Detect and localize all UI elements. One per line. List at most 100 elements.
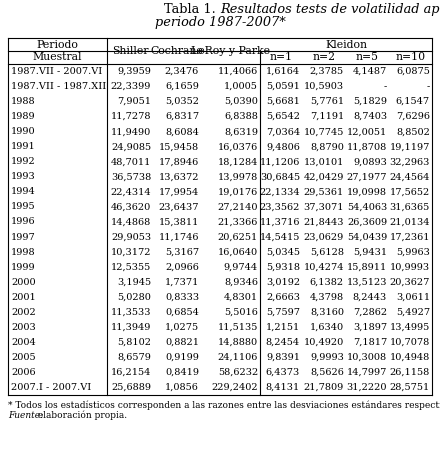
Text: 1989: 1989 [11, 112, 36, 121]
Text: 17,2361: 17,2361 [389, 232, 430, 241]
Text: 25,6889: 25,6889 [111, 383, 151, 392]
Text: 17,8946: 17,8946 [159, 157, 199, 166]
Text: 24,1106: 24,1106 [218, 353, 258, 362]
Text: 8,6579: 8,6579 [117, 353, 151, 362]
Text: 23,6437: 23,6437 [158, 202, 199, 212]
Text: 8,6319: 8,6319 [224, 127, 258, 136]
Text: 8,8790: 8,8790 [310, 142, 344, 151]
Text: 28,5751: 28,5751 [390, 383, 430, 392]
Text: 1,6164: 1,6164 [266, 67, 300, 76]
Text: 8,2454: 8,2454 [266, 338, 300, 347]
Text: 1987.VII - 1987.XII: 1987.VII - 1987.XII [11, 82, 106, 91]
Text: 8,5626: 8,5626 [310, 368, 344, 377]
Text: 2007.I - 2007.VI: 2007.I - 2007.VI [11, 383, 91, 392]
Text: 2000: 2000 [11, 278, 36, 287]
Text: 5,6542: 5,6542 [266, 112, 300, 121]
Text: 1991: 1991 [11, 142, 36, 151]
Text: 2005: 2005 [11, 353, 36, 362]
Text: 4,8301: 4,8301 [224, 293, 258, 302]
Text: 20,6251: 20,6251 [218, 232, 258, 241]
Text: 15,9458: 15,9458 [159, 142, 199, 151]
Text: 5,0280: 5,0280 [117, 293, 151, 302]
Text: 13,4995: 13,4995 [390, 323, 430, 332]
Text: 2001: 2001 [11, 293, 36, 302]
Text: 19,0176: 19,0176 [218, 188, 258, 197]
Text: 12,0051: 12,0051 [347, 127, 387, 136]
Text: 5,0591: 5,0591 [266, 82, 300, 91]
Text: 2004: 2004 [11, 338, 36, 347]
Text: 5,9963: 5,9963 [396, 248, 430, 256]
Text: 16,2154: 16,2154 [110, 368, 151, 377]
Text: 10,4274: 10,4274 [304, 263, 344, 272]
Text: elaboración propia.: elaboración propia. [35, 411, 127, 420]
Text: 1999: 1999 [11, 263, 36, 272]
Text: 58,6232: 58,6232 [218, 368, 258, 377]
Text: 15,8911: 15,8911 [347, 263, 387, 272]
Text: 2002: 2002 [11, 308, 36, 317]
Text: 5,7597: 5,7597 [266, 308, 300, 317]
Text: 54,4063: 54,4063 [347, 202, 387, 212]
Text: 5,3167: 5,3167 [165, 248, 199, 256]
Text: 8,9346: 8,9346 [224, 278, 258, 287]
Text: 5,6681: 5,6681 [266, 97, 300, 106]
Text: 7,1817: 7,1817 [353, 338, 387, 347]
Text: 8,3160: 8,3160 [310, 308, 344, 317]
Text: 22,1334: 22,1334 [259, 188, 300, 197]
Text: 10,4920: 10,4920 [304, 338, 344, 347]
Text: Shiller: Shiller [112, 46, 148, 56]
Text: 2006: 2006 [11, 368, 36, 377]
Text: 16,0640: 16,0640 [218, 248, 258, 256]
Text: 1,7371: 1,7371 [165, 278, 199, 287]
Text: 2,3785: 2,3785 [310, 67, 344, 76]
Text: 29,9053: 29,9053 [111, 232, 151, 241]
Text: 11,7278: 11,7278 [110, 112, 151, 121]
Text: 0,8419: 0,8419 [165, 368, 199, 377]
Text: 1995: 1995 [11, 202, 36, 212]
Text: 3,0611: 3,0611 [396, 293, 430, 302]
Text: Fuente:: Fuente: [8, 411, 43, 420]
Text: n=5: n=5 [356, 53, 379, 63]
Text: 7,6296: 7,6296 [396, 112, 430, 121]
Text: 5,0390: 5,0390 [224, 97, 258, 106]
Text: 3,1897: 3,1897 [353, 323, 387, 332]
Text: 21,8443: 21,8443 [304, 217, 344, 226]
Text: 15,3811: 15,3811 [159, 217, 199, 226]
Text: 11,3949: 11,3949 [110, 323, 151, 332]
Text: 2,3476: 2,3476 [165, 67, 199, 76]
Text: 24,4564: 24,4564 [390, 172, 430, 181]
Text: 8,6084: 8,6084 [165, 127, 199, 136]
Text: 42,0429: 42,0429 [304, 172, 344, 181]
Text: Resultados tests de volatilidad aplicados al MAC,: Resultados tests de volatilidad aplicado… [220, 3, 440, 16]
Text: 3,1945: 3,1945 [117, 278, 151, 287]
Text: 9,9993: 9,9993 [310, 353, 344, 362]
Text: 23,0629: 23,0629 [304, 232, 344, 241]
Text: 2,0966: 2,0966 [165, 263, 199, 272]
Text: 1,2151: 1,2151 [266, 323, 300, 332]
Text: 1988: 1988 [11, 97, 36, 106]
Text: 11,9490: 11,9490 [111, 127, 151, 136]
Text: 6,1382: 6,1382 [310, 278, 344, 287]
Text: 18,1284: 18,1284 [218, 157, 258, 166]
Text: 10,7745: 10,7745 [304, 127, 344, 136]
Text: 26,3609: 26,3609 [347, 217, 387, 226]
Text: 9,8391: 9,8391 [266, 353, 300, 362]
Text: 20,3627: 20,3627 [390, 278, 430, 287]
Text: 1996: 1996 [11, 217, 36, 226]
Text: 29,5361: 29,5361 [304, 188, 344, 197]
Text: 9,4806: 9,4806 [266, 142, 300, 151]
Text: 6,1547: 6,1547 [396, 97, 430, 106]
Text: 9,0893: 9,0893 [353, 157, 387, 166]
Text: 21,0134: 21,0134 [389, 217, 430, 226]
Text: 8,2443: 8,2443 [353, 293, 387, 302]
Text: 19,1197: 19,1197 [390, 142, 430, 151]
Text: 0,8821: 0,8821 [165, 338, 199, 347]
Text: n=1: n=1 [269, 53, 293, 63]
Text: 1993: 1993 [11, 172, 36, 181]
Text: 23,3562: 23,3562 [260, 202, 300, 212]
Text: 1,0275: 1,0275 [165, 323, 199, 332]
Text: 21,7809: 21,7809 [304, 383, 344, 392]
Text: 229,2402: 229,2402 [211, 383, 258, 392]
Text: 7,2862: 7,2862 [353, 308, 387, 317]
Text: LeRoy y Parke: LeRoy y Parke [191, 46, 270, 56]
Text: 10,7078: 10,7078 [390, 338, 430, 347]
